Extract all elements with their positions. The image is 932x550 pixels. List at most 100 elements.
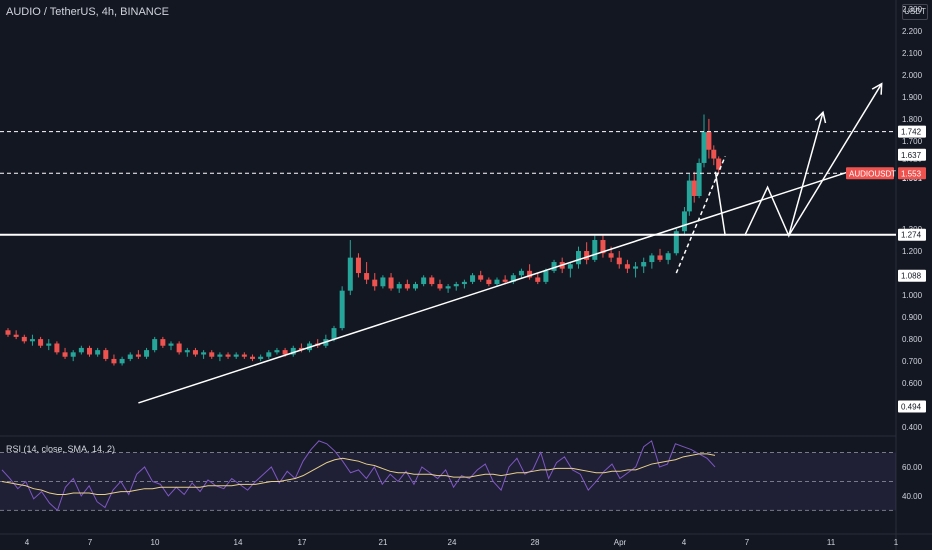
trend-line <box>138 168 856 404</box>
candle-body <box>673 231 679 254</box>
candle-body <box>152 339 158 351</box>
candle-body <box>576 251 581 265</box>
candle-body <box>127 354 133 359</box>
candle-body <box>144 350 150 357</box>
candle-body <box>616 257 622 265</box>
candle-body <box>250 356 255 359</box>
candle-body <box>282 350 288 355</box>
price-label: 1.088 <box>901 272 922 281</box>
price-label-box <box>898 167 926 180</box>
candle-body <box>494 279 500 285</box>
price-label-box <box>898 125 926 138</box>
price-label: 1.553 <box>901 169 922 178</box>
candle-body <box>633 266 639 269</box>
candle-body <box>46 343 52 346</box>
candle-body <box>527 270 533 278</box>
candle-body <box>437 284 443 289</box>
candle-body <box>217 354 223 357</box>
candle-body <box>339 290 345 329</box>
projection-arrow <box>744 112 824 238</box>
y-tick-label: 0.800 <box>902 335 923 344</box>
candle-body <box>176 343 182 353</box>
candle-body <box>413 284 418 289</box>
y-tick-label: 0.900 <box>902 313 923 322</box>
y-tick-label: 1.900 <box>902 93 923 102</box>
candle-body <box>584 251 590 260</box>
y-tick-label: 1.000 <box>902 291 923 300</box>
candle-body <box>298 347 304 351</box>
candle-body <box>429 277 435 285</box>
x-tick-label: 17 <box>298 538 307 547</box>
x-tick-label: Apr <box>614 538 627 547</box>
x-tick-label: 24 <box>448 538 457 547</box>
candle-body <box>608 253 614 258</box>
trend-line <box>714 171 726 236</box>
candle-body <box>706 132 712 150</box>
currency-badge[interactable]: USDT <box>902 4 928 20</box>
candle-body <box>657 255 663 260</box>
candle-body <box>184 350 190 353</box>
candle-body <box>701 132 707 163</box>
price-label: 1.742 <box>901 128 922 137</box>
candle-body <box>649 255 655 263</box>
y-tick-label: 1.200 <box>902 247 923 256</box>
candle-body <box>225 354 231 357</box>
candle-body <box>87 347 92 355</box>
candle-body <box>103 350 109 359</box>
candle-body <box>13 334 19 337</box>
y-tick-label: 0.700 <box>902 357 923 366</box>
price-label-box <box>898 269 926 282</box>
rsi-panel: 60.00 40.00 <box>0 440 923 512</box>
candle-body <box>209 352 215 357</box>
arrow-head <box>814 110 827 124</box>
candle-body <box>510 275 516 282</box>
y-tick-label: 2.300 <box>902 5 923 14</box>
trend-line <box>675 156 726 274</box>
candle-body <box>470 275 476 282</box>
chart-title: AUDIO / TetherUS, 4h, BINANCE <box>6 6 170 18</box>
symbol-tag-box <box>846 167 894 180</box>
candle-body <box>233 354 239 357</box>
candle-body <box>404 284 410 289</box>
candle-body <box>461 281 467 285</box>
candle-body <box>135 354 141 357</box>
candle-body <box>535 277 541 282</box>
price-label: 0.494 <box>901 402 922 411</box>
y-tick-label: 1.700 <box>902 137 923 146</box>
candle-body <box>567 264 573 269</box>
x-tick-label: 28 <box>531 538 540 547</box>
candle-body <box>716 158 722 170</box>
price-label-box <box>898 228 926 241</box>
candle-body <box>543 270 549 282</box>
y-tick-label: 2.000 <box>902 71 923 80</box>
candle-body <box>5 330 11 335</box>
candle-body <box>364 273 370 280</box>
candle-body <box>192 350 198 355</box>
candle-body <box>258 356 264 359</box>
y-tick-label: 1.800 <box>902 115 923 124</box>
candle-body <box>38 339 44 346</box>
rsi-y-tick: 40.00 <box>902 492 923 501</box>
drawing-tools <box>0 82 896 404</box>
candle-body <box>478 275 484 280</box>
candle-body <box>696 162 702 196</box>
price-label-box <box>898 400 926 413</box>
x-tick-label: 7 <box>745 538 750 547</box>
time-axis[interactable]: 4 7 10 14 17 21 24 28 Apr 4 7 11 1 <box>25 538 899 547</box>
price-label: 1.637 <box>901 151 922 160</box>
candle-body <box>691 180 697 196</box>
candle-body <box>62 352 68 357</box>
candle-body <box>686 180 692 212</box>
rsi-ma-line <box>1 453 716 495</box>
x-tick-label: 4 <box>682 538 687 547</box>
price-label-box <box>898 148 926 161</box>
y-tick-label: 0.600 <box>902 379 923 388</box>
x-tick-label: 10 <box>151 538 160 547</box>
candle-body <box>274 350 280 353</box>
candle-body <box>372 279 378 287</box>
price-axis[interactable]: 2.3002.2002.1002.0001.9001.8001.7001.620… <box>846 5 926 432</box>
y-tick-label: 2.200 <box>902 27 923 36</box>
rsi-line <box>1 440 716 512</box>
